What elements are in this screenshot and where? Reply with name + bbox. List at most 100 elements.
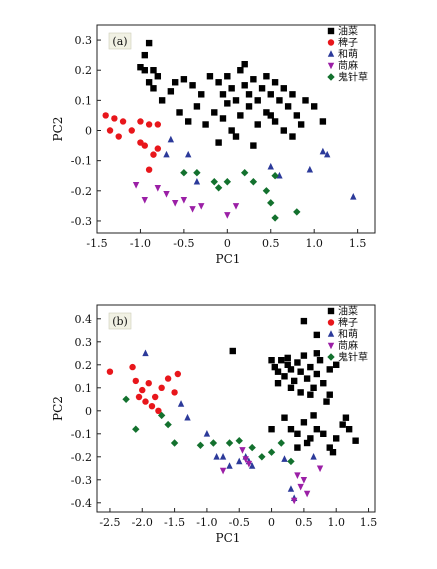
y-tick-label: -0.2 <box>71 451 92 464</box>
data-point <box>250 142 257 149</box>
data-point <box>289 91 296 98</box>
data-point <box>185 150 192 158</box>
data-point <box>237 67 244 74</box>
data-point <box>306 165 314 173</box>
data-point <box>303 375 311 382</box>
data-point <box>300 352 308 359</box>
data-point <box>132 425 140 433</box>
data-point <box>142 349 149 357</box>
data-point <box>157 411 166 420</box>
data-point <box>313 331 321 339</box>
data-point <box>171 200 179 207</box>
data-point <box>150 151 157 158</box>
legend-marker <box>327 342 335 350</box>
data-point <box>310 103 318 110</box>
data-point <box>313 350 321 357</box>
data-point <box>219 115 227 122</box>
data-point <box>281 373 288 380</box>
data-point <box>185 118 192 125</box>
data-point <box>274 380 282 387</box>
data-point <box>316 357 324 364</box>
data-point <box>294 430 301 437</box>
data-point <box>137 64 144 71</box>
data-point <box>202 121 209 128</box>
data-point <box>158 384 165 391</box>
data-point <box>228 127 235 134</box>
data-point <box>224 100 231 107</box>
data-point <box>290 497 298 505</box>
data-point <box>196 441 205 449</box>
data-point <box>106 127 114 134</box>
series-3 <box>132 181 240 219</box>
data-point <box>164 375 172 382</box>
data-point <box>167 135 175 143</box>
data-point <box>154 145 162 152</box>
data-point <box>235 437 243 445</box>
data-point <box>297 483 304 491</box>
data-point <box>284 103 292 110</box>
series-1 <box>102 112 162 173</box>
data-point <box>225 439 234 447</box>
y-tick-label: 0.3 <box>75 34 93 47</box>
y-tick-label: -0.4 <box>71 497 92 510</box>
legend-label: 稗子 <box>338 317 358 329</box>
data-point <box>263 73 270 80</box>
panel-tag: (a) <box>112 35 127 48</box>
data-point <box>267 199 275 207</box>
series-3 <box>219 447 324 505</box>
data-point <box>289 133 296 140</box>
data-point <box>245 91 253 98</box>
x-tick-label: 1.0 <box>327 516 345 529</box>
data-point <box>310 384 317 391</box>
y-tick-label: -0.2 <box>71 185 92 198</box>
data-point <box>137 118 144 125</box>
legend-marker <box>327 353 335 361</box>
y-tick-label: 0 <box>85 125 92 138</box>
data-point <box>268 357 275 364</box>
data-point <box>193 177 201 185</box>
data-point <box>211 109 218 116</box>
y-tick-label: -0.1 <box>71 428 92 441</box>
data-point <box>294 472 301 479</box>
data-point <box>167 88 175 95</box>
data-point <box>224 73 231 80</box>
data-point <box>316 465 324 473</box>
y-tick-label: 0 <box>85 405 92 418</box>
data-point <box>180 197 188 204</box>
data-point <box>287 457 295 466</box>
data-point <box>242 456 249 463</box>
plot-frame <box>96 304 376 513</box>
data-point <box>215 79 222 86</box>
data-point <box>180 169 188 177</box>
legend-label: 鬼针草 <box>338 351 368 364</box>
data-point <box>155 407 162 414</box>
data-point <box>219 453 227 460</box>
data-point <box>254 97 261 104</box>
y-tick-label: 0.2 <box>75 359 93 372</box>
x-axis-label: PC1 <box>216 531 241 545</box>
y-tick-label: 0.4 <box>75 313 93 326</box>
data-point <box>276 97 283 104</box>
panel-tag: (b) <box>112 315 128 328</box>
data-point <box>129 363 136 371</box>
data-point <box>219 467 227 475</box>
x-tick-label: -1.5 <box>86 237 107 250</box>
data-point <box>274 368 282 375</box>
data-point <box>111 115 118 122</box>
data-point <box>333 435 340 442</box>
data-point <box>271 172 279 180</box>
data-point <box>320 430 327 437</box>
data-point <box>180 76 188 83</box>
y-axis-label: PC2 <box>51 117 65 142</box>
data-point <box>307 435 314 442</box>
data-point <box>150 67 157 74</box>
data-point <box>236 457 243 465</box>
data-point <box>132 181 140 189</box>
data-point <box>145 380 152 387</box>
x-tick-label: -2.5 <box>99 516 120 529</box>
legend-marker <box>327 39 335 46</box>
x-tick-label: 0.5 <box>262 237 280 250</box>
legend-marker <box>327 62 335 70</box>
data-point <box>262 187 271 195</box>
